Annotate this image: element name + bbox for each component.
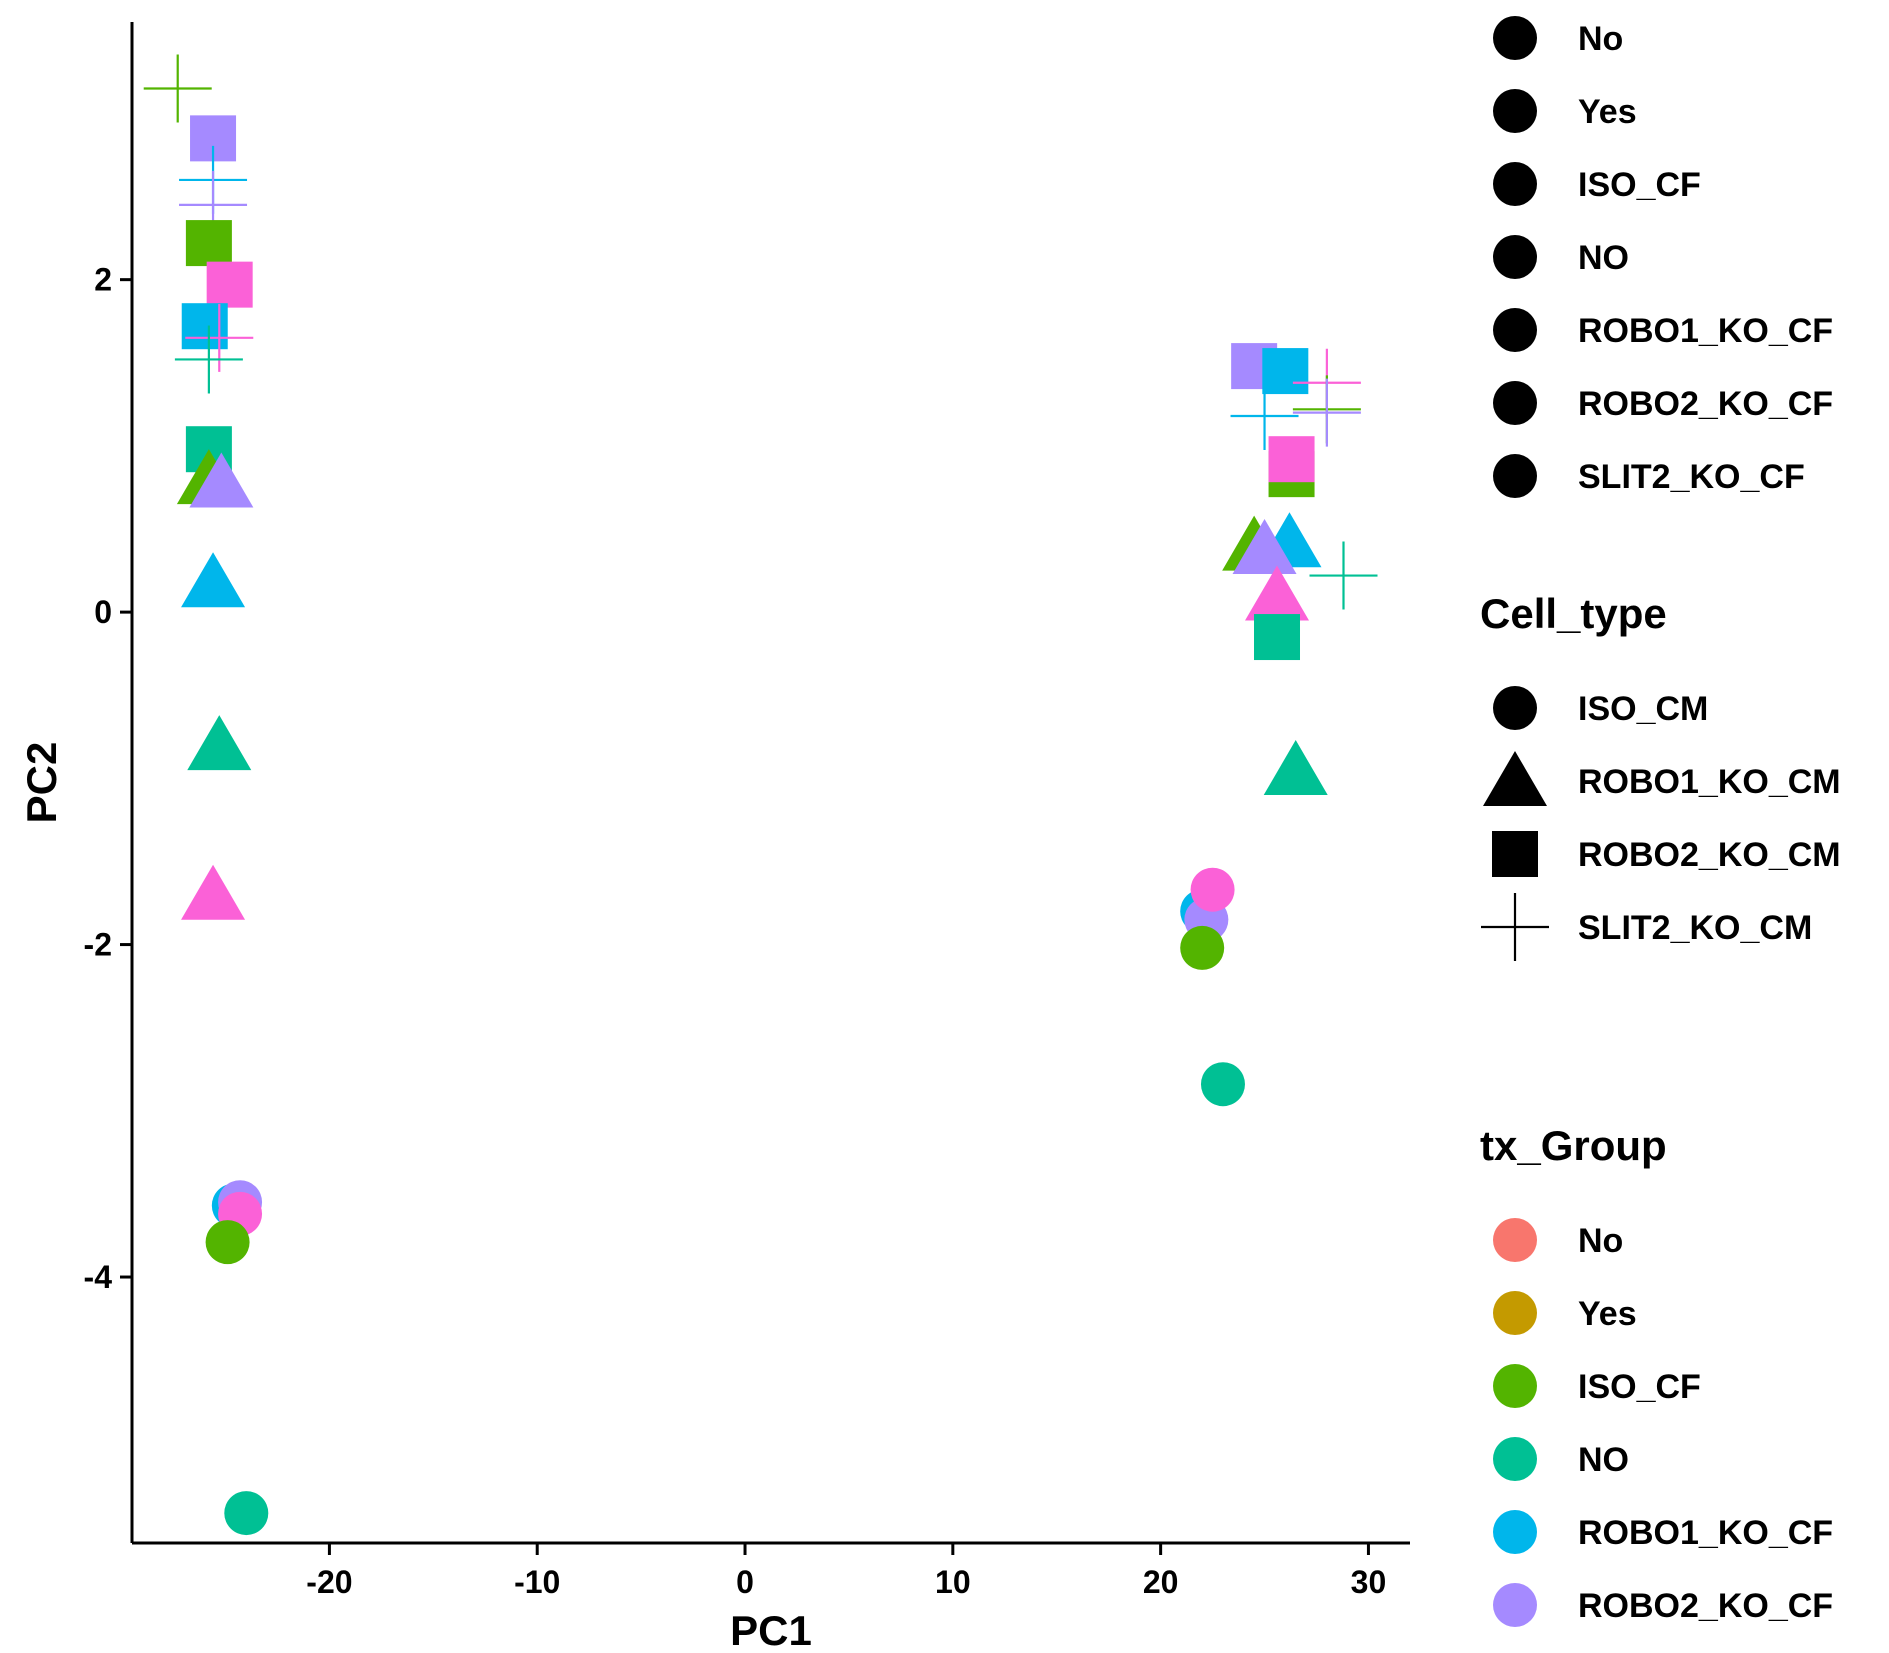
data-point (1245, 565, 1310, 621)
y-tick-label: -2 (84, 927, 112, 963)
legend-title: tx_Group (1480, 1122, 1667, 1169)
legend-label: ROBO2_KO_CF (1578, 1587, 1833, 1625)
legend-key (1481, 893, 1549, 961)
legend-key (1492, 831, 1538, 877)
data-point (1268, 436, 1315, 483)
legend-key (1493, 686, 1537, 730)
legend-label: ISO_CM (1578, 690, 1708, 728)
x-tick-label: -10 (514, 1564, 560, 1600)
legend-label: SLIT2_KO_CM (1578, 909, 1812, 947)
legend-label: ISO_CF (1578, 166, 1701, 204)
legend-label: ROBO1_KO_CM (1578, 763, 1841, 801)
legend-label: Yes (1578, 93, 1637, 131)
data-point (1180, 925, 1225, 970)
legend-key (1493, 381, 1537, 425)
data-point (206, 261, 253, 308)
data-point (205, 1220, 250, 1265)
data-point (1232, 518, 1297, 574)
data-point (181, 552, 246, 608)
legend-key (1493, 16, 1537, 60)
legend-block: Cell_type ISO_CM ROBO1_KO_CM ROBO2_KO_CM SLI… (1480, 590, 1841, 961)
y-tick-label: 0 (94, 594, 112, 630)
data-point (1230, 381, 1299, 450)
legend-label: NO (1578, 1441, 1629, 1479)
data-point (143, 54, 212, 123)
legend-label: No (1578, 20, 1623, 58)
legend-label: ROBO1_KO_CF (1578, 312, 1833, 350)
legend-key (1493, 235, 1537, 279)
legend-label: ISO_CF (1578, 1368, 1701, 1406)
legend-key (1493, 1218, 1537, 1262)
data-point (1190, 867, 1235, 912)
legend: No Yes ISO_CF NO ROBO1_KO_CF ROBO2_KO_CF SLIT2… (1480, 16, 1841, 1627)
data-point (1309, 541, 1378, 610)
data-point (189, 452, 254, 508)
legend-key (1493, 1364, 1537, 1408)
legend-key (1493, 89, 1537, 133)
legend-label: ROBO1_KO_CF (1578, 1514, 1833, 1552)
legend-key (1493, 308, 1537, 352)
data-points (143, 54, 1378, 1536)
legend-label: ROBO2_KO_CM (1578, 836, 1841, 874)
legend-key (1483, 751, 1547, 806)
data-point (185, 220, 232, 267)
data-point (181, 303, 228, 350)
legend-key (1493, 162, 1537, 206)
legend-label: NO (1578, 239, 1629, 277)
x-tick-label: -20 (306, 1564, 352, 1600)
legend-key (1493, 454, 1537, 498)
x-tick-label: 20 (1143, 1564, 1179, 1600)
data-point (174, 325, 243, 394)
legend-key (1493, 1583, 1537, 1627)
y-tick-label: 2 (94, 262, 112, 298)
data-point (1200, 1062, 1245, 1107)
legend-block: No Yes ISO_CF NO ROBO1_KO_CF ROBO2_KO_CF SLIT2… (1493, 16, 1833, 498)
data-point (1262, 348, 1309, 395)
legend-block: tx_Group No Yes ISO_CF NO ROBO1_KO_CF ROBO2_KO… (1480, 1122, 1833, 1627)
legend-title: Cell_type (1480, 590, 1667, 637)
data-point (224, 1491, 269, 1536)
legend-key (1493, 1437, 1537, 1481)
data-point (181, 864, 246, 920)
y-axis-title: PC2 (18, 742, 65, 824)
data-point (1254, 614, 1301, 661)
legend-label: ROBO2_KO_CF (1578, 385, 1833, 423)
legend-label: Yes (1578, 1295, 1637, 1333)
x-tick-label: 30 (1351, 1564, 1387, 1600)
legend-label: SLIT2_KO_CF (1578, 458, 1805, 496)
x-tick-label: 0 (736, 1564, 754, 1600)
x-axis-title: PC1 (730, 1607, 812, 1653)
legend-label: No (1578, 1222, 1623, 1260)
data-point (187, 715, 252, 771)
y-tick-label: -4 (84, 1259, 113, 1295)
data-point (1263, 740, 1328, 796)
legend-key (1493, 1291, 1537, 1335)
x-tick-label: 10 (935, 1564, 971, 1600)
data-point (1292, 378, 1361, 447)
legend-key (1493, 1510, 1537, 1554)
